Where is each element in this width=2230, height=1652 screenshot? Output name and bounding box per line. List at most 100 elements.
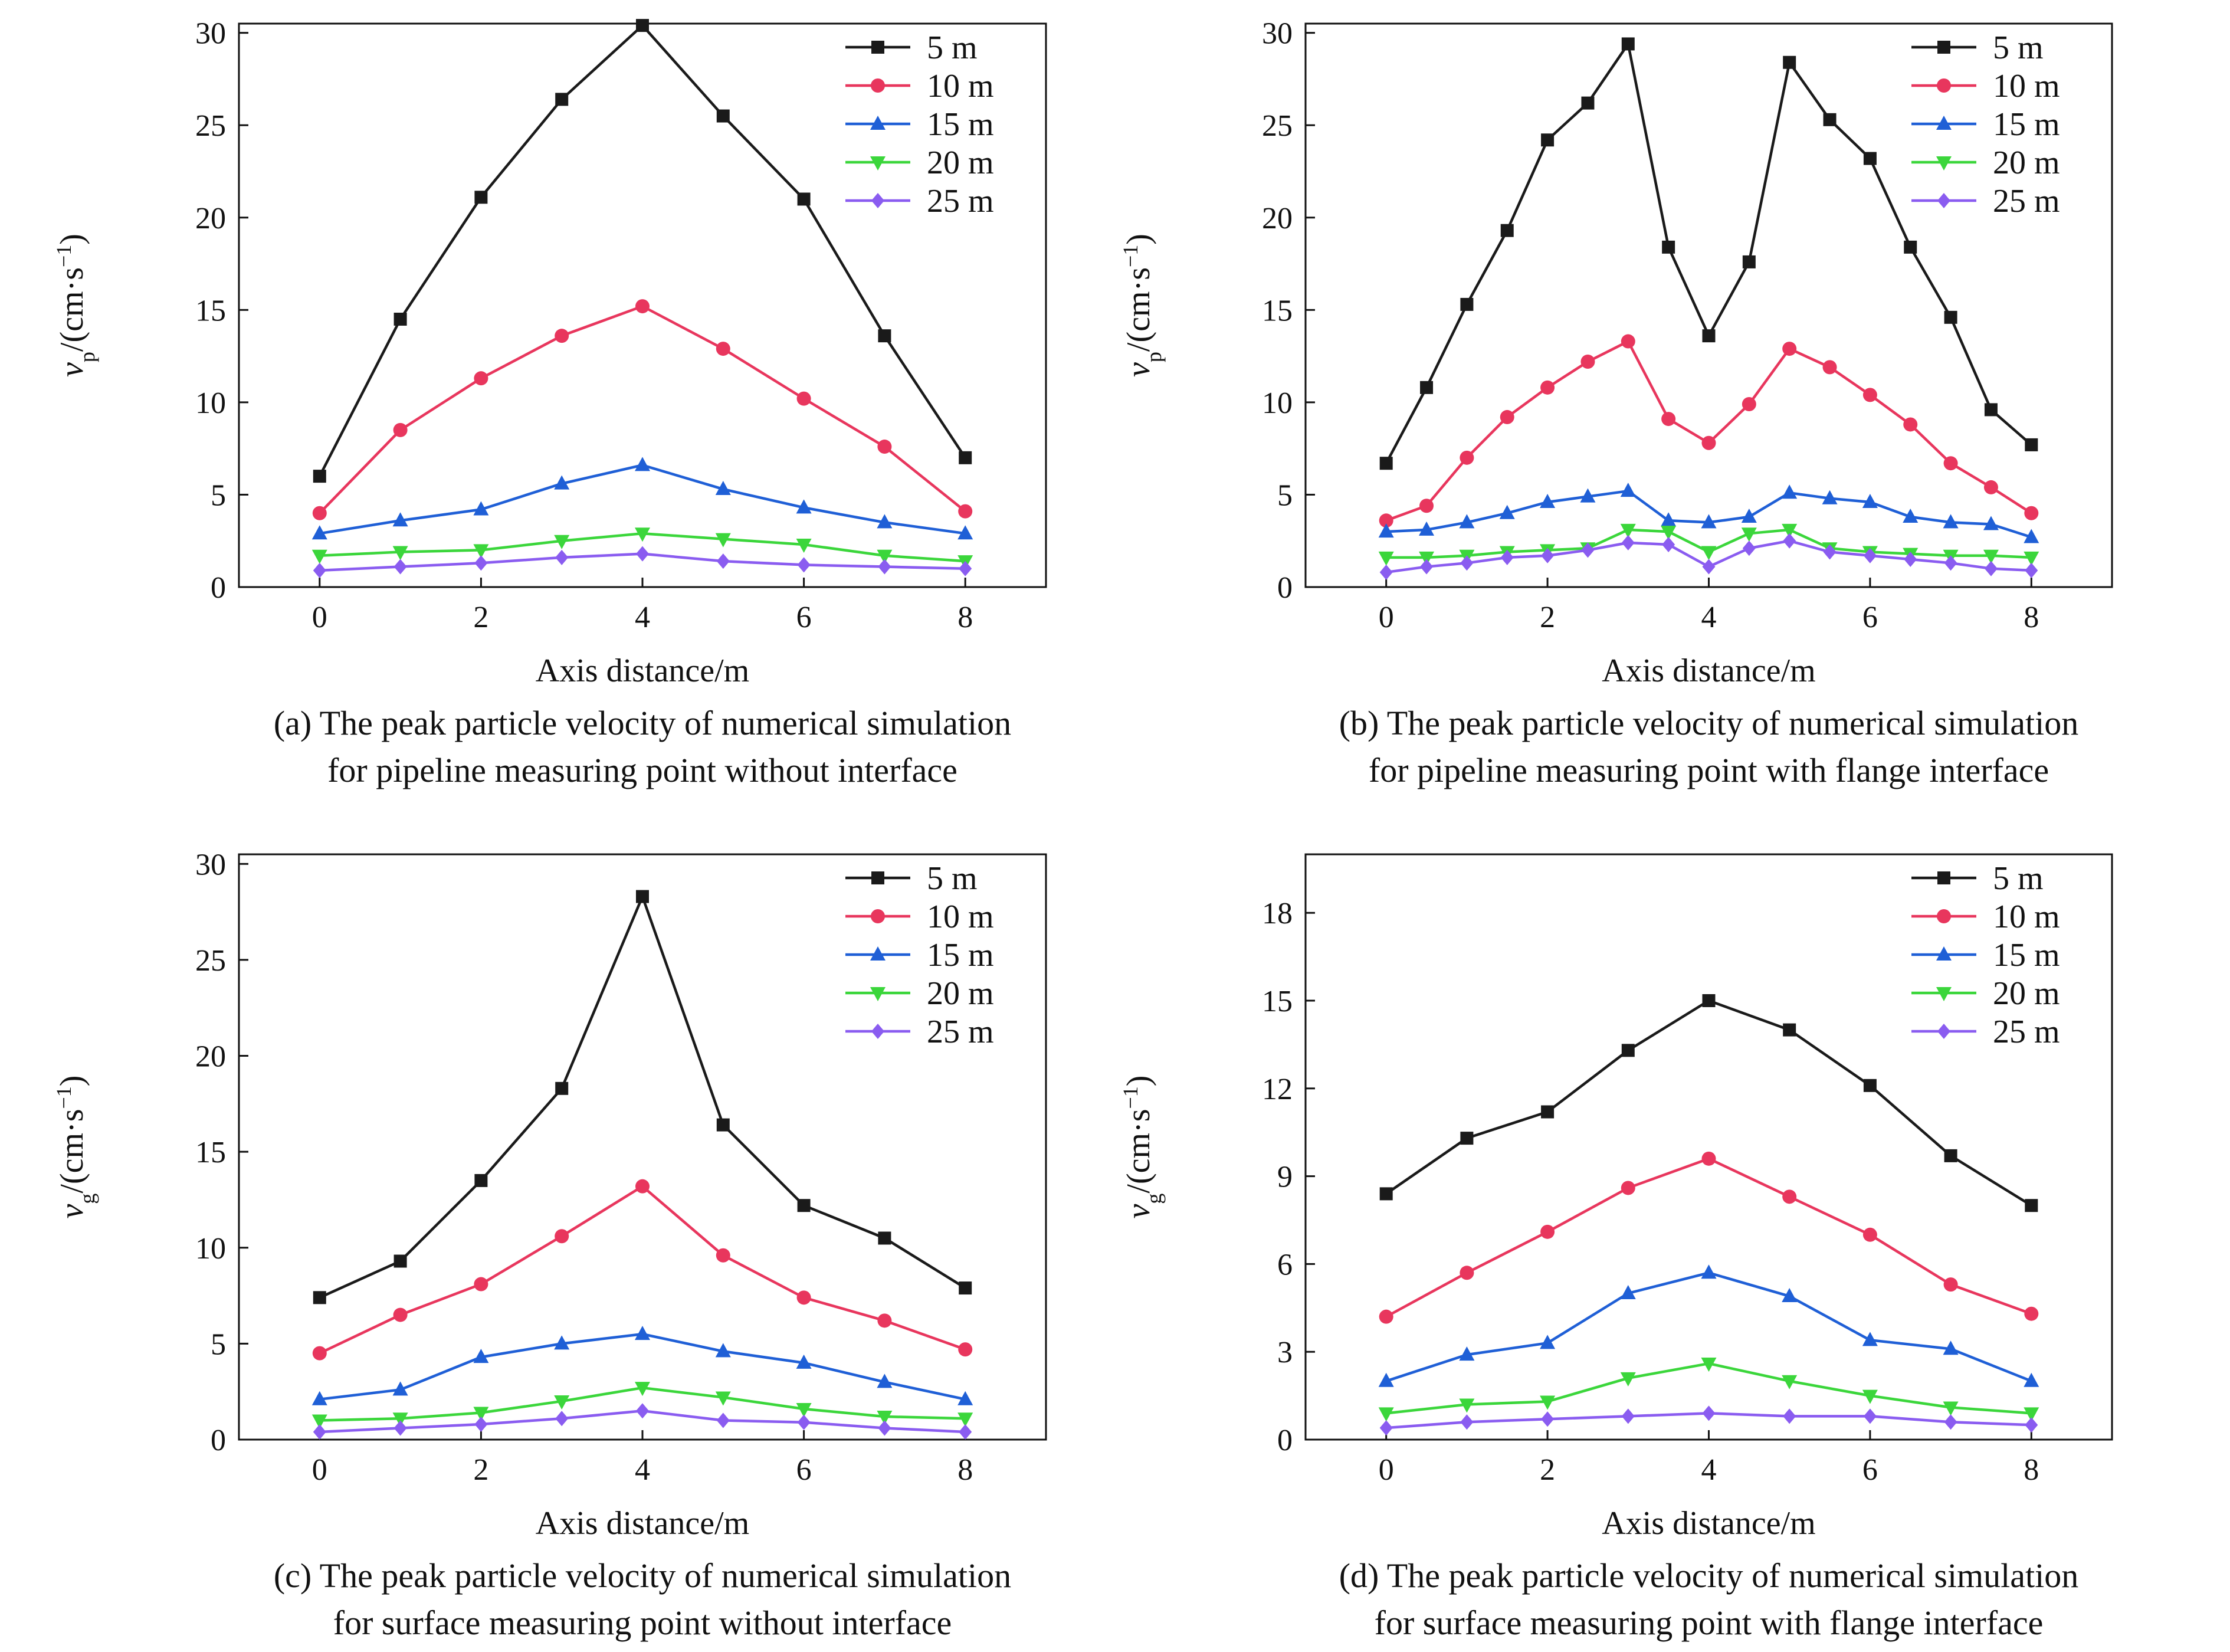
- data-point: [392, 1412, 408, 1427]
- data-point: [393, 1307, 408, 1322]
- legend-label: 10 m: [927, 899, 994, 935]
- data-point: [2024, 1407, 2039, 1422]
- data-point: [1741, 509, 1757, 523]
- data-point: [473, 501, 489, 516]
- data-point: [1863, 1408, 1877, 1424]
- series-line: [1385, 340, 2032, 522]
- data-point: [877, 514, 893, 529]
- panel-caption-line: (a) The peak particle velocity of numeri…: [274, 704, 1011, 742]
- legend-marker: [1936, 987, 1952, 1001]
- data-point: [877, 440, 892, 454]
- y-axis-sub: p: [76, 352, 99, 362]
- x-axis-title: Axis distance/m: [1602, 1505, 1815, 1542]
- data-point: [1904, 240, 1917, 254]
- data-point: [1581, 542, 1595, 558]
- data-point: [474, 1277, 488, 1292]
- data-point: [1540, 380, 1555, 395]
- data-point: [1862, 1389, 1878, 1404]
- data-point: [1460, 1132, 1474, 1145]
- data-point: [797, 192, 811, 206]
- legend-marker: [870, 987, 886, 1001]
- data-point: [1419, 521, 1435, 536]
- data-point: [1944, 310, 1957, 324]
- y-axis-title: vp/(cm·s−1): [52, 234, 99, 377]
- data-point: [1621, 1408, 1635, 1424]
- legend-label: 5 m: [927, 860, 978, 897]
- legend-entry: 15 m: [845, 106, 994, 143]
- data-point: [1782, 1287, 1798, 1302]
- data-point: [635, 527, 650, 542]
- legend-marker: [1937, 871, 1950, 884]
- data-point: [1983, 549, 1999, 564]
- y-axis-close: ): [1120, 234, 1157, 245]
- series-10m: [312, 1179, 973, 1361]
- data-point: [473, 544, 489, 559]
- data-point: [1541, 1411, 1555, 1427]
- data-point: [392, 546, 408, 560]
- legend-entry: 5 m: [1911, 30, 2044, 66]
- y-axis-var: v: [54, 1204, 90, 1218]
- series-10m: [1379, 1151, 2039, 1324]
- data-point: [474, 1416, 488, 1432]
- y-tick-label: 10: [195, 1232, 226, 1266]
- x-tick-label: 4: [635, 601, 650, 634]
- data-point: [313, 470, 326, 483]
- data-point: [1983, 516, 1999, 530]
- panel-caption-line: (b) The peak particle velocity of numeri…: [1339, 704, 2079, 742]
- data-point: [1701, 1264, 1717, 1279]
- y-tick-label: 30: [195, 17, 226, 51]
- data-point: [554, 535, 570, 549]
- data-point: [797, 1414, 811, 1430]
- data-point: [1984, 560, 1998, 576]
- data-point: [393, 422, 408, 437]
- data-point: [554, 1335, 570, 1350]
- chart-panel-b: 0 2 4 6 8 0 5 10 15 20 25 30 Axis distance/m vp/(cm·s…: [1119, 17, 2113, 789]
- y-tick-label: 15: [1262, 294, 1293, 327]
- data-point: [1701, 1358, 1717, 1372]
- chart-panel-d: 0 2 4 6 8 0 3 6 9 12 15 18 Axis distance/m vg/(cm·s−1…: [1119, 853, 2113, 1642]
- legend-entry: 25 m: [1911, 1014, 2060, 1050]
- data-point: [1621, 37, 1635, 51]
- data-point: [1701, 546, 1717, 560]
- data-point: [796, 1290, 811, 1305]
- y-tick-label: 30: [195, 848, 226, 881]
- data-point: [311, 525, 327, 540]
- series-line: [1385, 42, 2032, 464]
- x-axis-title: Axis distance/m: [1602, 653, 1815, 689]
- data-point: [1460, 450, 1474, 465]
- data-point: [796, 391, 811, 406]
- y-tick-label: 5: [1277, 478, 1293, 512]
- y-tick-label: 9: [1277, 1161, 1293, 1194]
- data-point: [636, 546, 649, 562]
- series-25m: [313, 1403, 972, 1440]
- data-point: [1944, 1414, 1957, 1430]
- legend-marker: [871, 41, 884, 54]
- data-point: [1621, 334, 1635, 349]
- data-point: [1540, 1395, 1556, 1410]
- data-point: [959, 451, 972, 464]
- legend-marker: [871, 871, 884, 884]
- data-point: [959, 1424, 972, 1440]
- legend-entry: 10 m: [845, 68, 994, 104]
- y-axis-var: v: [1120, 362, 1157, 377]
- data-point: [555, 1229, 569, 1244]
- y-tick-label: 5: [211, 478, 226, 512]
- data-point: [2025, 1417, 2038, 1433]
- data-point: [1903, 509, 1919, 523]
- x-tick-label: 4: [635, 1453, 650, 1487]
- data-point: [715, 1343, 731, 1358]
- x-tick-label: 8: [957, 1453, 973, 1487]
- y-tick-label: 25: [195, 109, 226, 143]
- data-point: [716, 1412, 730, 1428]
- data-point: [474, 191, 488, 204]
- y-axis-title: vg/(cm·s−1): [52, 1076, 99, 1219]
- data-point: [877, 1410, 893, 1425]
- data-point: [555, 329, 569, 343]
- data-point: [554, 475, 570, 490]
- y-axis-close: ): [54, 1076, 90, 1087]
- legend: 5 m10 m15 m20 m25 m: [1911, 860, 2060, 1050]
- y-axis-sub: p: [1142, 352, 1166, 362]
- data-point: [473, 1407, 489, 1421]
- data-point: [957, 1391, 973, 1405]
- data-point: [2024, 529, 2039, 543]
